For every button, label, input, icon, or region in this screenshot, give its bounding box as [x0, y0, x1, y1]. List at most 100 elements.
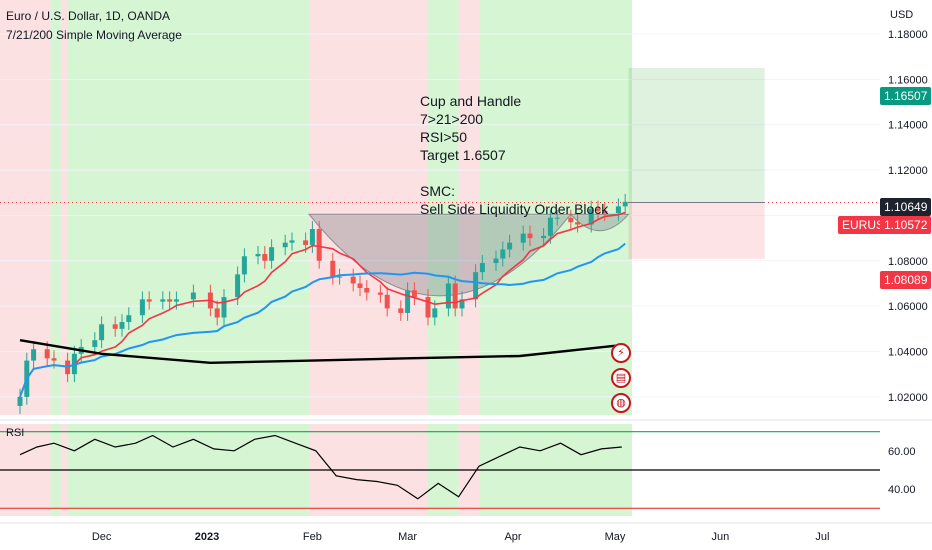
- candle-body: [622, 201, 628, 207]
- candle-body: [262, 253, 268, 261]
- candle-body: [452, 283, 458, 309]
- price-tick-label: 1.16000: [888, 74, 928, 86]
- candle-body: [357, 283, 363, 289]
- indicator-label: 7/21/200 Simple Moving Average: [6, 28, 182, 42]
- candle-body: [190, 292, 196, 300]
- sma21-line: [19, 242, 626, 398]
- price-tick-label: 1.04000: [888, 347, 928, 359]
- candle-body: [459, 299, 465, 309]
- candle-body: [615, 206, 621, 214]
- candle-body: [425, 297, 431, 318]
- target-price-tag: 1.16507: [880, 87, 932, 105]
- time-tick-label: Feb: [303, 531, 322, 543]
- candle-body: [99, 324, 105, 341]
- chart-title: Euro / U.S. Dollar, 1D, OANDA: [6, 9, 171, 23]
- annotation-line: RSI>50: [420, 129, 468, 145]
- candle-body: [303, 240, 309, 245]
- candle-body: [350, 276, 356, 284]
- candle-body: [547, 217, 553, 236]
- candle-body: [289, 240, 295, 243]
- candle-body: [167, 299, 173, 302]
- candle-body: [316, 229, 322, 261]
- candle-body: [479, 263, 485, 273]
- rsi-tick-label: 40.00: [888, 484, 916, 496]
- lightning-icon[interactable]: ⚡: [611, 343, 631, 363]
- annotation-line: Target 1.6507: [420, 147, 506, 163]
- candle-body: [377, 292, 383, 295]
- regime-zone: [0, 0, 51, 415]
- cup-handle-annotation: Cup and Handle 7>21>200 RSI>50 Target 1.…: [420, 92, 608, 218]
- candle-body: [119, 322, 125, 329]
- candle-body: [405, 290, 411, 313]
- candle-body: [139, 299, 145, 316]
- rsi-line: [19, 434, 622, 500]
- reward-zone: [628, 67, 765, 203]
- price-tick-label: 1.18000: [888, 29, 928, 41]
- risk-zone: [628, 202, 765, 259]
- price-tick-label: 1.08000: [888, 256, 928, 268]
- candle-body: [602, 210, 608, 214]
- high-price-tag: 1.10649: [880, 198, 932, 216]
- candle-body: [588, 208, 594, 225]
- annotation-line: 7>21>200: [420, 111, 484, 127]
- candle-body: [92, 340, 98, 347]
- candle-body: [221, 297, 227, 318]
- time-tick-label: Apr: [504, 531, 521, 543]
- current-price-tag: 1.10572: [880, 216, 932, 234]
- candle-body: [445, 283, 451, 309]
- candle-body: [173, 299, 179, 302]
- regime-zone: [50, 0, 61, 415]
- candle-body: [44, 349, 50, 359]
- regime-zone: [67, 0, 309, 415]
- candle-body: [541, 235, 547, 239]
- candle-body: [51, 358, 57, 361]
- price-tick-label: 1.12000: [888, 165, 928, 177]
- time-tick-label: Mar: [398, 531, 417, 543]
- time-tick-label: Dec: [92, 531, 112, 543]
- candle-body: [160, 299, 166, 302]
- annotation-line: SMC:: [420, 183, 455, 199]
- candle-body: [337, 276, 343, 278]
- candle-body: [255, 253, 261, 257]
- time-tick-label: Jun: [712, 531, 730, 543]
- candle-body: [330, 260, 336, 277]
- candle-body: [493, 258, 499, 264]
- stop-price-tag: 1.08089: [880, 271, 932, 289]
- annotation-line: Cup and Handle: [420, 93, 522, 109]
- candle-body: [411, 290, 417, 298]
- candle-body: [17, 396, 23, 406]
- annotation-line: Sell Side Liquidity Order Block: [420, 201, 609, 217]
- regime-zone: [428, 0, 459, 415]
- regime-zone: [60, 0, 68, 415]
- candle-body: [520, 233, 526, 243]
- candle-body: [527, 233, 533, 239]
- sma7-line: [19, 211, 626, 398]
- time-tick-label: May: [605, 531, 626, 543]
- candle-body: [126, 315, 132, 323]
- time-tick-label: 2023: [195, 531, 219, 543]
- price-tick-label: 1.14000: [888, 120, 928, 132]
- candle-body: [112, 324, 118, 329]
- candle-body: [432, 308, 438, 318]
- candle-body: [398, 308, 404, 313]
- candle-body: [214, 308, 220, 318]
- candle-body: [575, 222, 581, 225]
- time-tick-label: Jul: [815, 531, 829, 543]
- us-flag-icon[interactable]: ▤: [611, 368, 631, 388]
- candle-body: [269, 247, 275, 261]
- candle-body: [568, 217, 574, 223]
- candle-body: [473, 272, 479, 300]
- sma200-line: [19, 339, 626, 365]
- globe-icon[interactable]: ◍: [611, 393, 631, 413]
- candle-body: [500, 249, 506, 259]
- candle-body: [282, 242, 288, 248]
- regime-zone: [309, 0, 428, 415]
- rsi-tick-label: 60.00: [888, 446, 916, 458]
- candle-body: [235, 274, 241, 298]
- price-axis-unit: USD: [890, 9, 913, 21]
- regime-zone: [458, 0, 479, 415]
- candle-body: [595, 208, 601, 211]
- candle-body: [146, 299, 152, 302]
